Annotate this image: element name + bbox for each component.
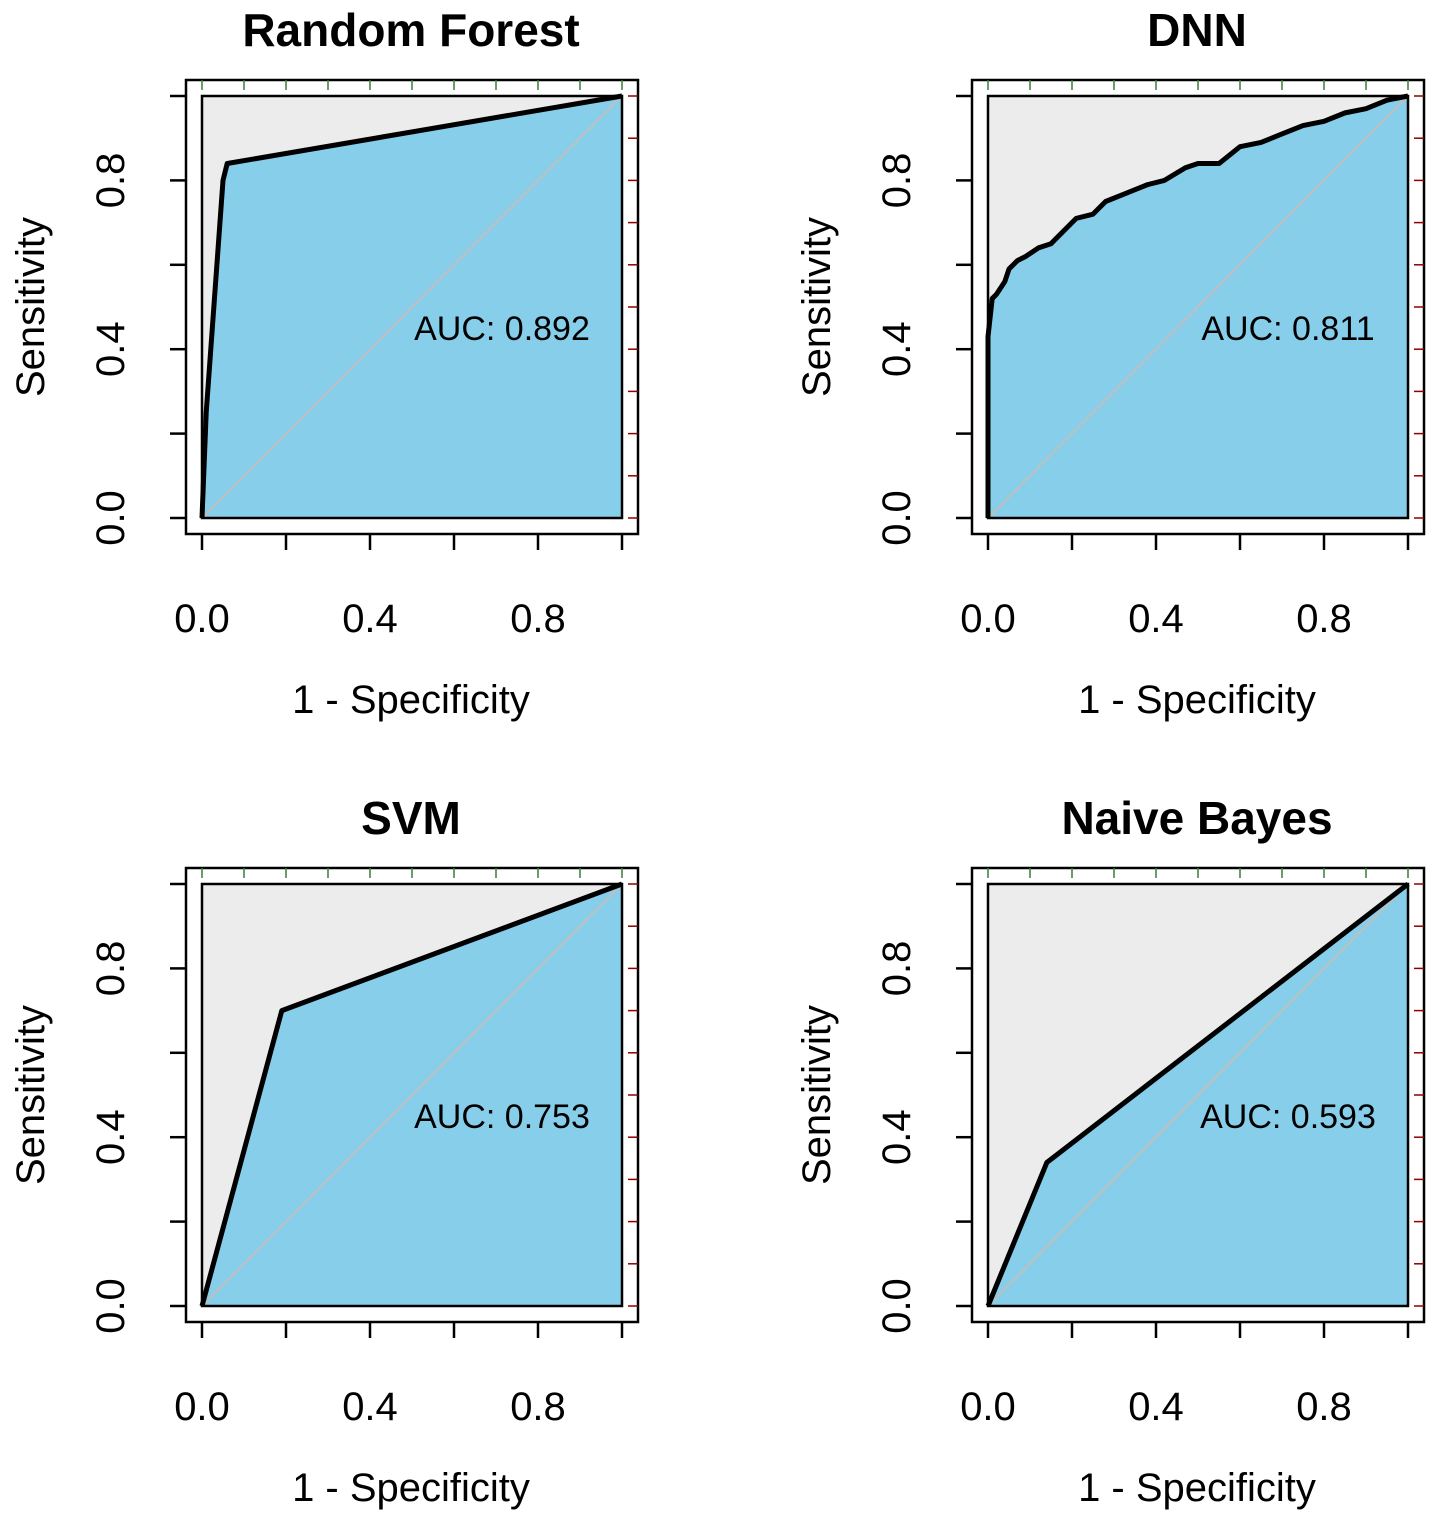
y-tick-label: 0.0 xyxy=(89,490,133,546)
inner-frame xyxy=(986,94,1410,520)
x-axis-label: 1 - Specificity xyxy=(1078,678,1316,722)
x-tick-label: 0.4 xyxy=(342,597,398,641)
inner-frame xyxy=(200,882,624,1308)
x-tick-label: 0.8 xyxy=(1296,597,1352,641)
roc-curve xyxy=(199,93,623,519)
inner-frame xyxy=(200,94,624,520)
y-tick-label: 0.8 xyxy=(89,941,133,997)
x-tick-label: 0.8 xyxy=(510,1385,566,1429)
reference-diagonal xyxy=(987,883,1409,1307)
x-tick-label: 0.0 xyxy=(960,597,1016,641)
y-axis-label: Sensitivity xyxy=(9,1005,53,1185)
panel-naive-bayes: Naive Bayes 0.0 0.4 0.8 0.0 0.4 0.8 AUC: 0.593… xyxy=(795,792,1426,1510)
roc-curve xyxy=(985,93,1409,518)
auc-label: AUC: 0.593 xyxy=(1200,1098,1376,1136)
panel-svm: SVM 0.0 0.4 0.8 0.0 0.4 0.8 AUC: 0.753 1 - Spe… xyxy=(9,792,640,1510)
auc-label: AUC: 0.753 xyxy=(414,1098,590,1136)
panel-random-forest: Random Forest 0.0 0.4 0.8 0.0 0.4 0.8 AUC: 0.8… xyxy=(9,4,640,722)
plot-area: 0.0 0.4 0.8 0.0 0.4 0.8 AUC: 0.593 xyxy=(875,866,1426,1429)
y-tick-label: 0.0 xyxy=(875,490,919,546)
inner-frame xyxy=(986,882,1410,1308)
chart-title: SVM xyxy=(361,792,461,844)
auc-label: AUC: 0.811 xyxy=(1201,310,1374,348)
x-tick-label: 0.0 xyxy=(174,1385,230,1429)
plot-area: 0.0 0.4 0.8 0.0 0.4 0.8 AUC: 0.753 xyxy=(89,866,640,1429)
x-tick-label: 0.4 xyxy=(1128,597,1184,641)
x-axis-label: 1 - Specificity xyxy=(1078,1466,1316,1510)
y-tick-label: 0.4 xyxy=(875,1109,919,1165)
reference-diagonal xyxy=(201,883,623,1307)
x-axis-label: 1 - Specificity xyxy=(292,1466,530,1510)
y-tick-label: 0.8 xyxy=(875,941,919,997)
plot-area: 0.0 0.4 0.8 0.0 0.4 0.8 AUC: 0.892 xyxy=(89,78,640,641)
y-axis-label: Sensitivity xyxy=(795,217,839,397)
y-axis-label: Sensitivity xyxy=(795,1005,839,1185)
chart-title: DNN xyxy=(1147,4,1247,56)
x-tick-label: 0.4 xyxy=(342,1385,398,1429)
y-tick-label: 0.4 xyxy=(875,321,919,377)
x-tick-label: 0.0 xyxy=(174,597,230,641)
plot-area: 0.0 0.4 0.8 0.0 0.4 0.8 AUC: 0.811 xyxy=(875,78,1426,641)
reference-diagonal xyxy=(201,95,623,519)
y-tick-label: 0.4 xyxy=(89,1109,133,1165)
y-tick-label: 0.8 xyxy=(875,153,919,209)
x-tick-label: 0.8 xyxy=(510,597,566,641)
y-tick-label: 0.0 xyxy=(875,1278,919,1334)
y-tick-label: 0.0 xyxy=(89,1278,133,1334)
panel-dnn: DNN 0.0 0.4 0.8 0.0 0.4 0.8 AUC: 0.811 1 - Spe… xyxy=(795,4,1426,722)
roc-curve xyxy=(985,882,1410,1307)
x-axis-label: 1 - Specificity xyxy=(292,678,530,722)
x-tick-label: 0.4 xyxy=(1128,1385,1184,1429)
reference-diagonal xyxy=(987,95,1409,519)
auc-label: AUC: 0.892 xyxy=(414,310,590,348)
roc-curve xyxy=(199,881,623,1307)
chart-title: Random Forest xyxy=(242,4,579,56)
x-tick-label: 0.0 xyxy=(960,1385,1016,1429)
x-tick-label: 0.8 xyxy=(1296,1385,1352,1429)
y-axis-label: Sensitivity xyxy=(9,217,53,397)
chart-title: Naive Bayes xyxy=(1061,792,1332,844)
y-tick-label: 0.8 xyxy=(89,153,133,209)
y-tick-label: 0.4 xyxy=(89,321,133,377)
